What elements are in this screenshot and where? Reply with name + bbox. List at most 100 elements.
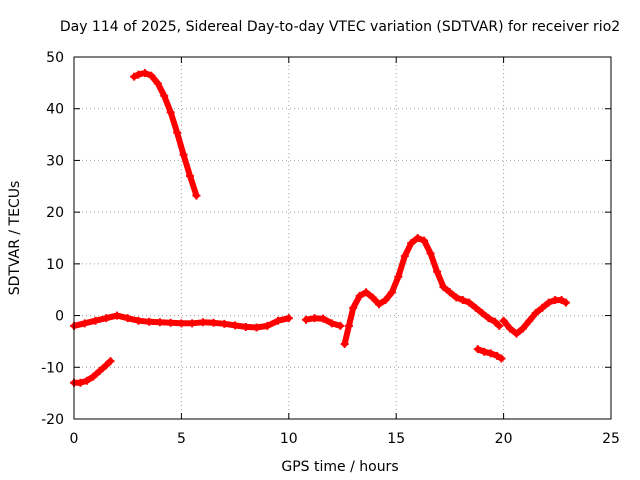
data-point bbox=[284, 314, 293, 323]
data-point bbox=[95, 366, 104, 375]
data-point bbox=[188, 319, 197, 328]
data-point bbox=[557, 296, 566, 305]
data-point bbox=[102, 314, 111, 323]
data-point bbox=[327, 319, 336, 328]
data-point bbox=[387, 288, 396, 297]
data-point bbox=[497, 354, 506, 363]
data-point bbox=[407, 239, 416, 248]
data-point bbox=[166, 108, 175, 117]
data-point bbox=[362, 288, 371, 297]
data-point bbox=[512, 329, 521, 338]
data-point bbox=[471, 303, 480, 312]
data-point bbox=[355, 291, 364, 300]
data-point bbox=[252, 323, 261, 332]
data-point bbox=[89, 372, 98, 381]
data-point bbox=[220, 319, 229, 328]
x-tick-label: 20 bbox=[495, 431, 513, 447]
data-point bbox=[340, 340, 349, 349]
data-point bbox=[518, 324, 527, 333]
series-segment-early-low bbox=[70, 357, 115, 387]
data-point bbox=[368, 293, 377, 302]
data-point bbox=[433, 267, 442, 276]
data-point bbox=[381, 296, 390, 305]
data-point bbox=[400, 252, 409, 261]
data-point bbox=[130, 72, 139, 81]
data-point bbox=[458, 296, 467, 305]
y-tick-label: 0 bbox=[55, 309, 64, 325]
x-tick-label: 5 bbox=[177, 431, 186, 447]
data-point bbox=[544, 298, 553, 307]
x-tick-label: 15 bbox=[387, 431, 405, 447]
data-point bbox=[480, 347, 489, 356]
data-point bbox=[177, 319, 186, 328]
data-series bbox=[70, 69, 570, 387]
data-point bbox=[231, 321, 240, 330]
axis-ticks: 0 5 10 15 20 25 -20 -10 0 10 20 30 40 50 bbox=[41, 50, 620, 447]
data-point bbox=[91, 316, 100, 325]
data-point bbox=[209, 318, 218, 327]
data-point bbox=[241, 322, 250, 331]
data-point bbox=[531, 308, 540, 317]
data-point bbox=[394, 272, 403, 281]
data-point bbox=[473, 345, 482, 354]
data-point bbox=[484, 314, 493, 323]
data-point bbox=[140, 69, 149, 78]
data-point bbox=[198, 318, 207, 327]
data-point bbox=[561, 298, 570, 307]
series-segment-afternoon-rise bbox=[340, 234, 504, 349]
data-point bbox=[106, 357, 115, 366]
grid-lines bbox=[74, 57, 611, 419]
data-point bbox=[263, 321, 272, 330]
data-point bbox=[319, 314, 328, 323]
data-point bbox=[173, 128, 182, 137]
data-point bbox=[426, 249, 435, 258]
data-point bbox=[452, 293, 461, 302]
y-tick-label: 10 bbox=[46, 257, 64, 273]
data-point bbox=[153, 79, 162, 88]
series-segment-night-dip bbox=[473, 345, 506, 363]
data-point bbox=[538, 303, 547, 312]
plot-frame bbox=[73, 56, 612, 420]
chart-title: Day 114 of 2025, Sidereal Day-to-day VTE… bbox=[60, 19, 620, 35]
data-point bbox=[525, 316, 534, 325]
data-point bbox=[155, 318, 164, 327]
data-point bbox=[102, 361, 111, 370]
data-point bbox=[76, 378, 85, 387]
data-point bbox=[160, 91, 169, 100]
data-point bbox=[439, 283, 448, 292]
data-point bbox=[185, 171, 194, 180]
data-point bbox=[274, 316, 283, 325]
data-point bbox=[465, 298, 474, 307]
data-point bbox=[499, 316, 508, 325]
data-point bbox=[375, 300, 384, 309]
data-point bbox=[147, 71, 156, 80]
data-point bbox=[336, 321, 345, 330]
series-segment-midday bbox=[301, 314, 345, 330]
y-tick-label: 40 bbox=[46, 102, 64, 118]
x-axis-label: GPS time / hours bbox=[281, 459, 398, 475]
y-tick-label: 50 bbox=[46, 50, 64, 66]
data-point bbox=[179, 150, 188, 159]
x-tick-label: 0 bbox=[70, 431, 79, 447]
data-point bbox=[349, 303, 358, 312]
data-point bbox=[478, 308, 487, 317]
data-point bbox=[134, 316, 143, 325]
data-point bbox=[80, 319, 89, 328]
data-point bbox=[166, 318, 175, 327]
data-point bbox=[134, 70, 143, 79]
data-point bbox=[445, 288, 454, 297]
data-point bbox=[506, 324, 515, 333]
data-point bbox=[82, 376, 91, 385]
y-tick-label: -10 bbox=[41, 360, 64, 376]
series-segment-high-peak bbox=[130, 69, 201, 200]
y-axis-label: SDTVAR / TECUs bbox=[7, 181, 23, 296]
data-point bbox=[493, 351, 502, 360]
y-tick-label: 20 bbox=[46, 205, 64, 221]
data-point bbox=[112, 311, 121, 320]
data-point bbox=[192, 191, 201, 200]
data-point bbox=[413, 234, 422, 242]
data-point bbox=[420, 236, 429, 245]
data-point bbox=[123, 314, 132, 323]
x-tick-label: 25 bbox=[602, 431, 620, 447]
